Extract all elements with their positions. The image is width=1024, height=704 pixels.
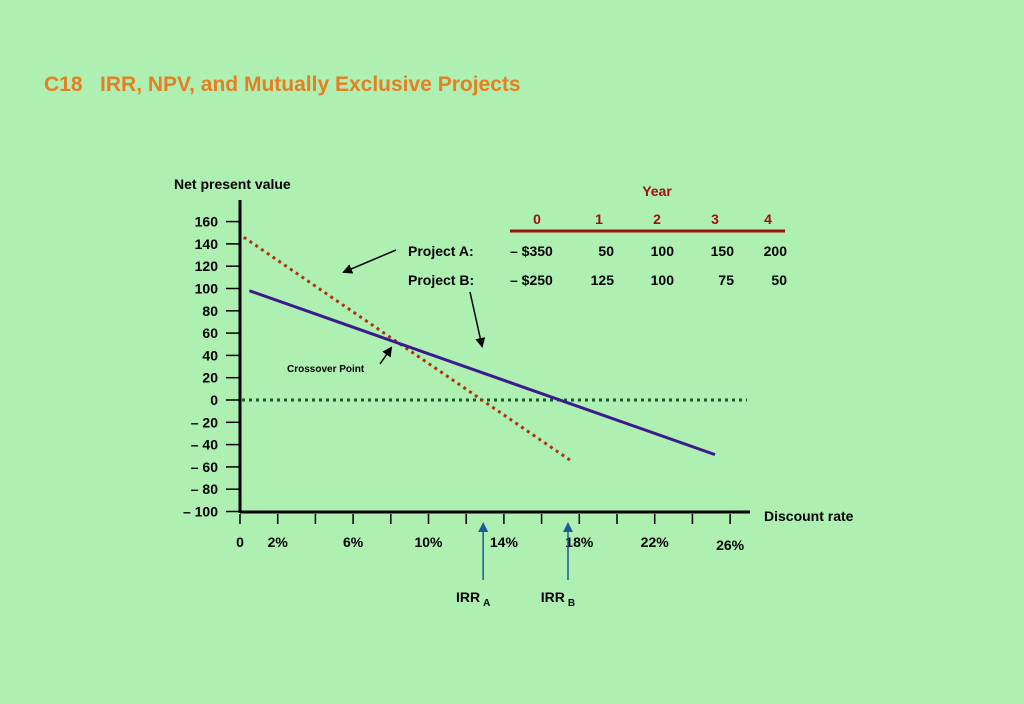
table-cell: – $250 (510, 272, 553, 288)
x-tick-label: 0 (236, 534, 244, 550)
y-tick-label: 100 (195, 281, 219, 297)
y-tick-label: 140 (195, 236, 219, 252)
table-cell: 50 (598, 243, 614, 259)
project-a-pointer-arrow (342, 249, 397, 274)
y-tick-label: – 60 (191, 459, 218, 475)
x-tick-label: 6% (343, 534, 364, 550)
y-tick-label: – 100 (183, 504, 218, 520)
x-tick-label: 22% (641, 534, 670, 550)
irr-label-a: IRR A (456, 589, 490, 609)
y-axis-label: Net present value (174, 176, 291, 192)
x-tick-label: 14% (490, 534, 519, 550)
crossover-label: Crossover Point (287, 364, 365, 375)
project-b-pointer-arrow (469, 291, 486, 348)
x-tick-label: 18% (565, 534, 594, 550)
crossover-pointer-arrow (379, 346, 393, 365)
table-cell: 100 (651, 243, 675, 259)
y-tick-label: 80 (202, 303, 218, 319)
y-tick-label: – 20 (191, 414, 218, 430)
table-year-header: 4 (764, 211, 772, 227)
y-tick-label: 60 (202, 325, 218, 341)
series-line-project-a (242, 235, 573, 463)
table-cell: 150 (711, 243, 735, 259)
x-tick-label: 2% (268, 534, 289, 550)
table-year-title: Year (642, 183, 672, 199)
y-tick-label: 120 (195, 258, 219, 274)
table-cell: 75 (718, 272, 734, 288)
x-tick-label: 26% (716, 537, 745, 553)
table-year-header: 1 (595, 211, 603, 227)
table-cell: – $350 (510, 243, 553, 259)
series-line-project-b (248, 289, 716, 457)
slide-title: C18 IRR, NPV, and Mutually Exclusive Pro… (44, 73, 521, 96)
x-axis-label: Discount rate (764, 508, 854, 524)
y-tick-label: 160 (195, 214, 219, 230)
table-year-header: 3 (711, 211, 719, 227)
y-tick-label: 40 (202, 347, 218, 363)
table-cell: 125 (591, 272, 615, 288)
x-tick-label: 10% (414, 534, 443, 550)
y-tick-label: – 40 (191, 437, 218, 453)
table-cell: 50 (771, 272, 787, 288)
y-tick-label: 20 (202, 370, 218, 386)
y-tick-label: – 80 (191, 481, 218, 497)
table-row-label: Project A: (408, 243, 474, 259)
table-year-header: 2 (653, 211, 661, 227)
table-row-label: Project B: (408, 272, 474, 288)
table-cell: 100 (651, 272, 675, 288)
table-cell: 200 (764, 243, 788, 259)
table-year-header: 0 (533, 211, 541, 227)
y-tick-label: 0 (210, 392, 218, 408)
irr-label-b: IRR B (541, 589, 575, 609)
